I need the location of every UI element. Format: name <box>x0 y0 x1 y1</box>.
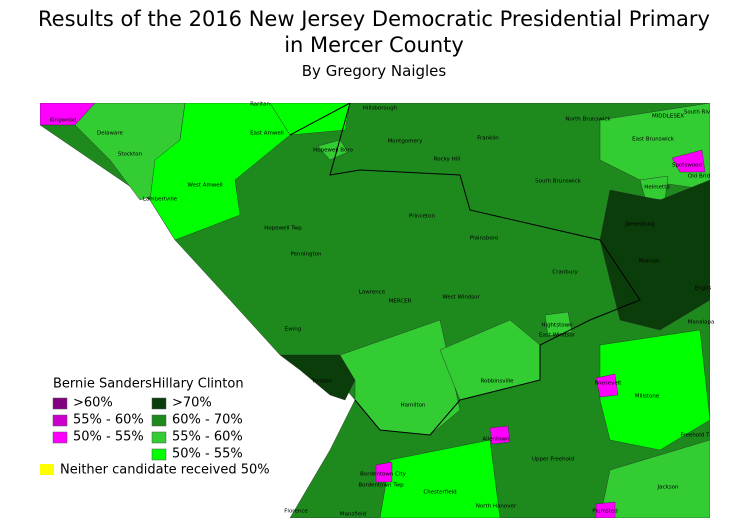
place-label: Chesterfield <box>423 490 456 496</box>
place-label: Hillsborough <box>363 106 398 112</box>
place-label: Jamesburg <box>624 222 654 228</box>
place-label: Upper Freehold <box>532 457 574 463</box>
legend-title: Bernie Sanders <box>53 377 152 392</box>
place-label: MIDDLESEX <box>652 114 684 120</box>
place-label: Hamilton <box>401 403 426 409</box>
place-label: Plainsboro <box>470 236 499 242</box>
place-label: Englis <box>695 286 712 292</box>
legend-label: 55% - 60% <box>73 413 144 428</box>
place-label: Hightstown <box>541 323 573 329</box>
map-regions <box>40 103 710 518</box>
place-label: West Amwell <box>187 183 223 189</box>
place-label: West Windsor <box>442 295 480 301</box>
place-label: Roosevelt <box>595 381 623 387</box>
legend-label: 50% - 55% <box>172 447 243 462</box>
place-label: Jackson <box>657 485 679 491</box>
place-label: Montgomery <box>388 139 424 145</box>
place-label: Robbinsville <box>480 379 514 385</box>
place-label: Mansfield <box>340 512 366 518</box>
place-label: Kingwood <box>50 118 77 124</box>
place-label: Bordentown City <box>360 472 406 478</box>
title: Results of the 2016 New Jersey Democrati… <box>38 7 710 57</box>
place-labels: Kingwood Raritan Hillsborough South RivMIDD… <box>50 102 715 518</box>
place-label: South Riv <box>684 110 711 116</box>
place-label: Monroe <box>639 259 660 265</box>
place-label: Rocky Hill <box>434 157 461 163</box>
place-label: Florence <box>284 509 308 515</box>
place-label: Cranbury <box>552 270 578 276</box>
place-label: Pennington <box>291 252 323 258</box>
place-label: Hopewell Twp <box>264 226 302 232</box>
place-label: Lambertville <box>143 197 178 203</box>
legend-swatch <box>151 397 167 410</box>
place-label: Stockton <box>118 152 143 158</box>
place-label: East Amwell <box>250 131 284 137</box>
legend-title: Hillary Clinton <box>152 377 244 392</box>
place-label: Trenton <box>311 379 333 385</box>
legend-swatch <box>40 464 54 475</box>
legend-label: >60% <box>73 396 113 411</box>
place-label: Allentown <box>482 437 510 443</box>
place-label: Old Brid <box>688 174 710 180</box>
legend-swatch <box>52 414 68 427</box>
place-label: North Hanover <box>476 504 517 510</box>
place-label: North Brunswick <box>565 117 611 123</box>
legend-swatch <box>151 431 167 444</box>
legend-label: 55% - 60% <box>172 430 243 445</box>
place-label: Spotswood <box>672 163 702 169</box>
place-label: Millstone <box>635 394 660 400</box>
legend-swatch <box>52 431 68 444</box>
place-label: Bordentown Twp <box>358 483 404 489</box>
legend-swatch <box>52 397 68 410</box>
legend-swatch <box>151 448 167 461</box>
legend-label: Neither candidate received 50% <box>60 463 270 478</box>
place-label: Plumsted <box>592 509 618 515</box>
place-label: Delaware <box>97 131 124 137</box>
legend-label: 50% - 55% <box>73 430 144 445</box>
place-label: Freehold T <box>681 433 710 439</box>
subtitle: By Gregory Naigles <box>301 62 447 80</box>
legend-label: >70% <box>172 396 212 411</box>
place-label: East Windsor <box>539 333 576 339</box>
place-label: East Brunswick <box>632 137 675 143</box>
legend: Bernie Sanders >60% 55% - 60% 50% - 55% Hill… <box>40 377 270 478</box>
place-label: Ewing <box>285 327 301 333</box>
place-label: Helmetta <box>644 185 669 191</box>
place-label: Princeton <box>409 214 435 220</box>
place-label: Lawrence <box>359 290 386 296</box>
place-label: MERCER <box>389 299 412 305</box>
legend-label: 60% - 70% <box>172 413 243 428</box>
place-label: South Brunswick <box>535 179 582 185</box>
place-label: Franklin <box>477 136 499 142</box>
place-label: Hopewell Boro <box>313 148 353 154</box>
legend-swatch <box>151 414 167 427</box>
place-label: Raritan <box>250 102 270 108</box>
place-label: Manalapa <box>688 320 715 326</box>
